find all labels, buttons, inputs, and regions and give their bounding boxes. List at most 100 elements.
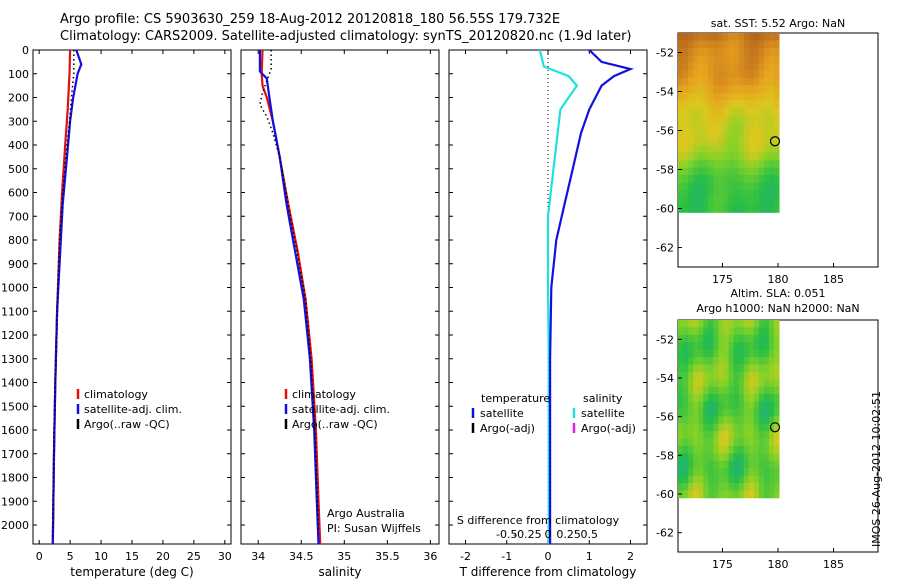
- map-cell: [738, 438, 745, 447]
- map-cell: [698, 55, 704, 64]
- map-cell: [753, 342, 760, 351]
- map-cell: [723, 320, 729, 328]
- map-cell: [678, 342, 684, 351]
- map-y-tick-label-1-2: -56: [656, 125, 674, 138]
- map-cell: [718, 483, 724, 491]
- map-cell: [763, 70, 770, 79]
- map-cell: [769, 468, 775, 477]
- map-cell: [728, 445, 735, 454]
- map-cell: [763, 423, 770, 432]
- map-cell: [703, 371, 709, 380]
- map-cell: [713, 167, 719, 176]
- map-cell: [688, 92, 694, 101]
- map-cell: [683, 460, 689, 469]
- map-cell: [693, 204, 699, 213]
- map-cell: [733, 107, 740, 116]
- map-cell: [763, 62, 770, 71]
- map-cell: [683, 40, 689, 49]
- map-cell: [753, 357, 760, 365]
- map-cell: [698, 327, 704, 336]
- map-cell: [769, 33, 775, 41]
- map-cell: [718, 189, 724, 198]
- map-cell: [774, 416, 780, 425]
- map-cell: [703, 364, 709, 373]
- map-cell: [738, 130, 745, 139]
- map-cell: [708, 182, 714, 191]
- map-cell: [718, 160, 724, 168]
- map-cell: [688, 197, 694, 206]
- map-cell: [693, 107, 699, 116]
- map-cell: [678, 453, 684, 462]
- map-cell: [774, 85, 780, 94]
- map-cell: [703, 182, 709, 191]
- map2-subtitle: Argo h1000: NaN h2000: NaN: [696, 302, 859, 315]
- map-cell: [763, 371, 770, 380]
- map-cell: [708, 40, 714, 49]
- series-3-1: [538, 49, 579, 544]
- map-cell: [748, 394, 755, 402]
- map-cell: [763, 468, 770, 477]
- map-cell: [769, 460, 775, 469]
- x-tick-label-2-1: 34.5: [289, 550, 314, 563]
- map-cell: [738, 416, 745, 425]
- y-tick-label-7: 700: [8, 210, 29, 223]
- map-cell: [763, 47, 770, 56]
- map-cell: [703, 342, 709, 351]
- map-cell: [708, 334, 714, 343]
- map-cell: [718, 62, 724, 71]
- map-cell: [758, 453, 765, 462]
- map-cell: [708, 431, 714, 439]
- map-cell: [713, 431, 719, 439]
- map-cell: [774, 122, 780, 131]
- map-cell: [728, 394, 735, 402]
- map-cell: [748, 423, 755, 432]
- map-cell: [698, 401, 704, 410]
- map-cell: [748, 160, 755, 168]
- map-cell: [769, 175, 775, 183]
- map-cell: [733, 475, 740, 484]
- map-cell: [718, 77, 724, 86]
- map-x-tick-label-2-1: 180: [768, 558, 789, 571]
- map-cell: [753, 204, 760, 213]
- map-cell: [678, 77, 684, 86]
- map-cell: [738, 320, 745, 328]
- map-cell: [703, 160, 709, 168]
- map-cell: [753, 182, 760, 191]
- map-cell: [728, 122, 735, 131]
- map-cell: [728, 401, 735, 410]
- map-cell: [758, 130, 765, 139]
- map-cell: [733, 379, 740, 388]
- map-cell: [728, 92, 735, 101]
- map-cell: [738, 115, 745, 124]
- map-cell: [738, 445, 745, 454]
- x-tick-label-1-4: 20: [156, 550, 170, 563]
- y-tick-label-11: 1100: [1, 305, 29, 318]
- map-cell: [693, 122, 699, 131]
- map-cell: [713, 160, 719, 168]
- map-cell: [748, 47, 755, 56]
- map-cell: [713, 468, 719, 477]
- map-cell: [774, 371, 780, 380]
- map-cell: [698, 394, 704, 402]
- map-cell: [748, 483, 755, 491]
- map-cell: [774, 40, 780, 49]
- map-cell: [738, 100, 745, 109]
- map-cell: [698, 468, 704, 477]
- map-cell: [763, 107, 770, 116]
- map-cell: [683, 85, 689, 94]
- map-raster-1: [678, 33, 780, 213]
- map-cell: [683, 445, 689, 454]
- map-cell: [678, 145, 684, 154]
- map-cell: [688, 33, 694, 41]
- map-cell: [733, 152, 740, 161]
- map-cell: [763, 364, 770, 373]
- map-cell: [678, 47, 684, 56]
- map-cell: [678, 364, 684, 373]
- map-cell: [683, 408, 689, 417]
- map-cell: [774, 137, 780, 146]
- legend-label-1-1: satellite-adj. clim.: [84, 403, 182, 416]
- map-cell: [774, 70, 780, 79]
- map-cell: [693, 349, 699, 358]
- map-cell: [758, 107, 765, 116]
- map-cell: [683, 160, 689, 168]
